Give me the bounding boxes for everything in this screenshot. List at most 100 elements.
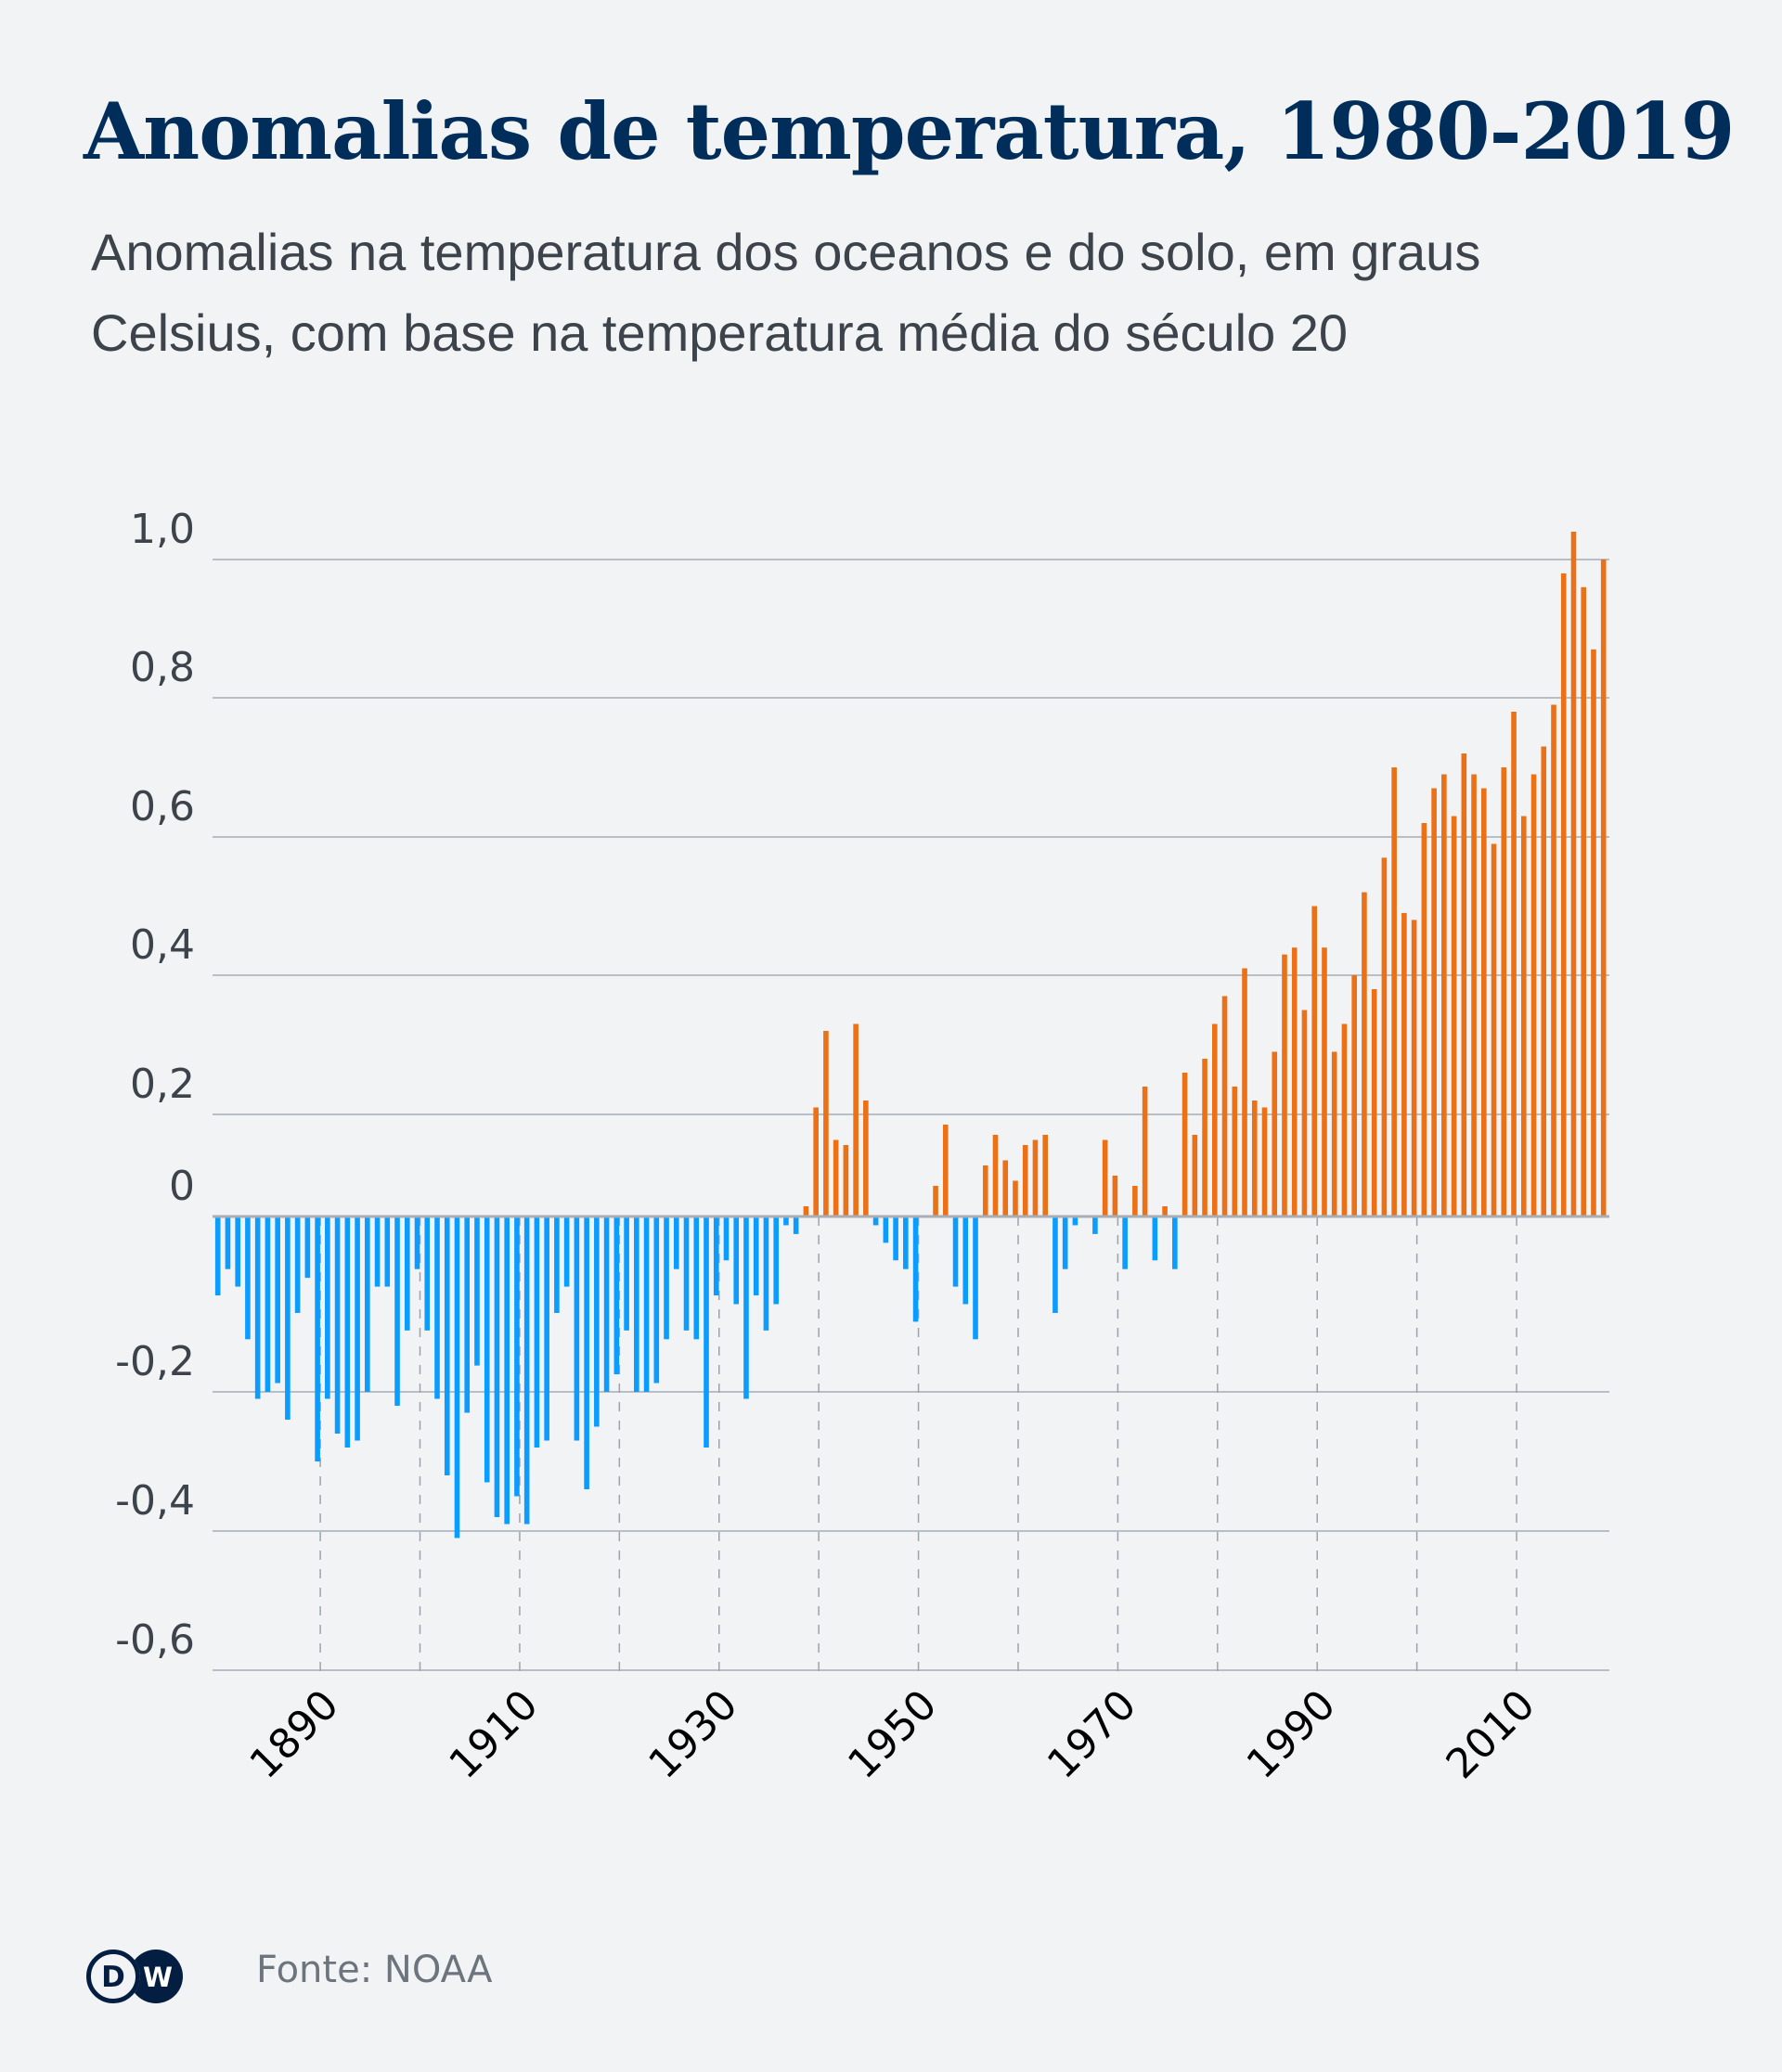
bar-1948 [893, 1216, 898, 1261]
bar-1966 [1072, 1216, 1078, 1226]
bar-1938 [793, 1216, 799, 1234]
bar-2007 [1481, 788, 1487, 1216]
bar-1934 [753, 1216, 759, 1296]
bar-1980 [1212, 1023, 1218, 1216]
bar-1913 [544, 1216, 549, 1441]
bar-1990 [1311, 906, 1318, 1216]
bar-1989 [1301, 1010, 1308, 1216]
bars [214, 532, 1607, 1538]
chart-subtitle: Anomalias na temperatura dos oceanos e d… [91, 223, 1481, 362]
bar-1898 [394, 1216, 400, 1406]
bar-2013 [1541, 746, 1547, 1216]
y-tick-label: 1,0 [130, 506, 195, 553]
bar-1992 [1331, 1051, 1337, 1216]
bar-1978 [1192, 1135, 1198, 1216]
bar-1975 [1162, 1206, 1168, 1216]
bar-1886 [275, 1216, 280, 1383]
x-tick-label: 1930 [639, 1681, 746, 1788]
bar-1905 [464, 1216, 471, 1413]
bar-1904 [454, 1216, 460, 1538]
source-note: Fonte: NOAA [256, 1949, 493, 1991]
bar-1908 [494, 1216, 500, 1517]
bar-2016 [1570, 532, 1577, 1216]
bar-1883 [245, 1216, 251, 1340]
bar-1895 [365, 1216, 370, 1392]
bar-1909 [504, 1216, 510, 1525]
bar-1887 [285, 1216, 291, 1420]
x-tick-label: 1910 [440, 1681, 547, 1788]
bar-1984 [1251, 1100, 1258, 1216]
bar-1950 [912, 1216, 919, 1322]
bar-1897 [384, 1216, 391, 1287]
bar-1997 [1381, 857, 1388, 1216]
bar-1906 [474, 1216, 480, 1366]
bar-1893 [344, 1216, 351, 1448]
bar-1912 [534, 1216, 540, 1448]
footer: D W [84, 1944, 186, 2009]
y-axis-labels: 1,0 0,8 0,6 0,4 0,2 0 -0,2 -0,4 -0,6 [115, 506, 195, 1664]
bar-1999 [1401, 912, 1407, 1216]
x-tick-label: 1950 [839, 1681, 946, 1788]
bar-1988 [1291, 947, 1298, 1216]
y-tick-label: -0,2 [115, 1338, 195, 1385]
bar-2008 [1491, 843, 1497, 1216]
bar-1890 [315, 1216, 320, 1461]
bar-1994 [1351, 975, 1357, 1216]
bar-1982 [1232, 1087, 1238, 1216]
bar-1900 [414, 1216, 420, 1269]
bar-1964 [1052, 1216, 1058, 1313]
bar-1921 [624, 1216, 629, 1331]
bar-1939 [803, 1206, 809, 1216]
bar-1974 [1152, 1216, 1158, 1261]
y-tick-label: 0,2 [130, 1061, 195, 1108]
bar-1993 [1341, 1023, 1348, 1216]
bar-1928 [693, 1216, 700, 1340]
bar-1981 [1221, 996, 1228, 1216]
bar-1884 [254, 1216, 261, 1399]
bar-1962 [1032, 1139, 1039, 1216]
bar-1920 [613, 1216, 620, 1375]
bar-1916 [574, 1216, 580, 1441]
bar-1971 [1122, 1216, 1128, 1269]
bar-1996 [1371, 989, 1377, 1216]
bar-1903 [444, 1216, 450, 1475]
bar-1973 [1142, 1087, 1148, 1216]
bar-1937 [783, 1216, 789, 1226]
bar-1945 [863, 1100, 869, 1216]
bar-2010 [1511, 712, 1517, 1216]
y-tick-label: 0,8 [130, 644, 195, 691]
bar-1914 [554, 1216, 560, 1313]
bar-1968 [1092, 1216, 1098, 1234]
y-tick-label: 0 [169, 1163, 195, 1210]
bar-1880 [214, 1216, 221, 1296]
y-tick-label: -0,6 [115, 1616, 195, 1664]
bar-1892 [334, 1216, 341, 1434]
bar-1907 [484, 1216, 490, 1483]
bar-1925 [664, 1216, 669, 1340]
bar-2002 [1431, 788, 1437, 1216]
bar-1933 [743, 1216, 749, 1399]
gridlines [213, 559, 1609, 1671]
bar-1899 [404, 1216, 410, 1331]
bar-1998 [1391, 767, 1397, 1216]
dw-logo-icon: D W [84, 1947, 186, 2006]
bar-1965 [1062, 1216, 1068, 1269]
bar-1918 [594, 1216, 600, 1427]
bar-1959 [1002, 1160, 1009, 1216]
bar-1889 [304, 1216, 311, 1279]
bar-2017 [1581, 586, 1587, 1216]
bar-1885 [265, 1216, 271, 1392]
bar-1930 [713, 1216, 719, 1296]
bar-2005 [1461, 753, 1467, 1216]
bar-1882 [235, 1216, 240, 1287]
x-tick-label: 1970 [1039, 1681, 1145, 1788]
bar-2015 [1560, 573, 1567, 1216]
bar-1881 [225, 1216, 231, 1269]
bar-2012 [1530, 774, 1537, 1216]
bar-1972 [1132, 1186, 1138, 1216]
bar-1957 [982, 1165, 988, 1216]
bar-1979 [1202, 1059, 1207, 1216]
bar-2004 [1451, 816, 1457, 1216]
bar-1955 [962, 1216, 969, 1305]
